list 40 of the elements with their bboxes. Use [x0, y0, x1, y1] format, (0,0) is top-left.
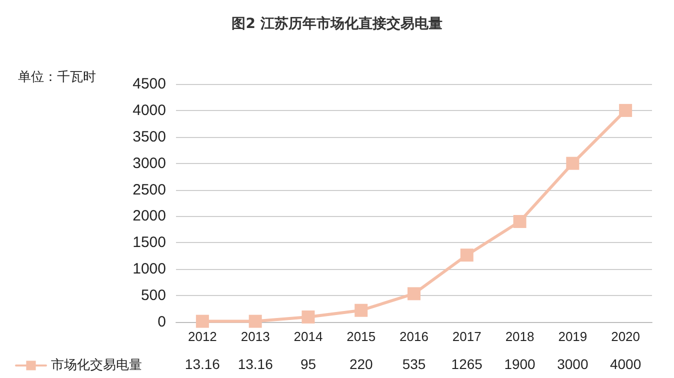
data-label: 13.16	[238, 356, 274, 372]
data-label: 535	[402, 356, 426, 372]
data-label: 95	[300, 356, 316, 372]
y-tick-label: 1500	[132, 234, 166, 252]
point	[460, 248, 474, 262]
x-tick-label: 2012	[188, 329, 217, 344]
y-tick-label: 1000	[132, 260, 166, 278]
y-tick-label: 3500	[132, 128, 166, 146]
point	[302, 310, 315, 324]
x-tick-label: 2017	[452, 329, 482, 344]
x-tick-label: 2018	[505, 329, 534, 344]
point	[248, 314, 262, 328]
x-tick-label: 2015	[346, 329, 376, 344]
x-tick-label: 2019	[558, 329, 588, 344]
point	[619, 104, 632, 117]
point	[196, 314, 209, 328]
y-tick-label: 0	[158, 314, 166, 330]
x-tick-label: 2014	[294, 329, 323, 344]
y-tick-label: 3000	[132, 154, 166, 172]
x-tick-label: 2016	[400, 329, 428, 344]
point	[513, 215, 526, 228]
y-tick-label: 500	[140, 287, 166, 304]
y-tick-label: 2000	[132, 208, 166, 225]
point	[408, 287, 420, 300]
data-label: 1900	[504, 356, 536, 372]
y-tick-label: 4500	[132, 76, 166, 92]
point	[566, 156, 580, 170]
x-tick-label: 2013	[240, 329, 270, 344]
point	[354, 304, 368, 317]
y-tick-label: 4000	[132, 102, 166, 119]
y-axis-title: 单位：千瓦时	[18, 70, 96, 85]
chart-title: 图2 江苏历年市场化直接交易电量	[232, 15, 442, 32]
data-label: 1265	[451, 356, 483, 372]
data-label: 13.16	[184, 356, 220, 372]
data-label: 4000	[610, 356, 642, 372]
legend-label: 市场化交易电量	[51, 357, 142, 373]
data-label: 3000	[557, 356, 588, 372]
y-tick-label: 2500	[132, 181, 166, 198]
data-label: 220	[349, 356, 374, 372]
x-tick-label: 2020	[611, 329, 640, 344]
